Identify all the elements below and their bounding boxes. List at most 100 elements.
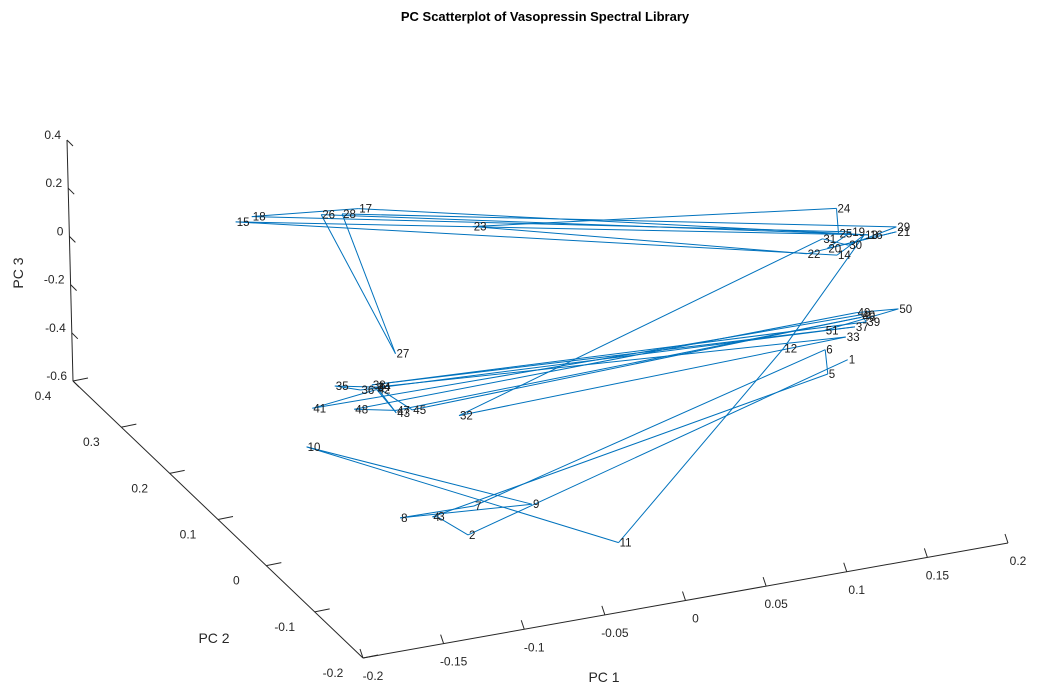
series-segment — [334, 385, 361, 391]
x-tick-mark — [762, 576, 767, 587]
point-label: 29 — [897, 222, 910, 234]
series-segment — [251, 208, 359, 218]
point-label: 28 — [343, 209, 356, 221]
x-tick-mark — [843, 562, 848, 572]
series-segment — [436, 516, 469, 536]
z-tick-label: -0.6 — [46, 369, 67, 383]
series-segment — [432, 373, 828, 518]
point-label: 6 — [826, 345, 832, 357]
point-label: 33 — [847, 332, 860, 344]
point-label: 37 — [856, 322, 869, 334]
series-segment — [306, 446, 619, 544]
x-tick-mark — [440, 634, 445, 644]
point-label: 14 — [838, 250, 851, 262]
y-tick-label: 0.2 — [131, 481, 148, 495]
x-tick-label: 0.05 — [764, 597, 788, 611]
point-label: 49 — [858, 308, 871, 320]
series-segment — [856, 308, 899, 314]
point-labels: 1234567891011121314151617181920212223242… — [237, 203, 912, 549]
x-tick-label: 0.15 — [926, 568, 950, 582]
point-label: 23 — [474, 222, 487, 234]
z-tick-label: -0.4 — [45, 321, 66, 335]
point-label: 45 — [413, 405, 426, 417]
y-tick-label: -0.2 — [323, 666, 344, 680]
series-segment — [312, 314, 862, 409]
series-segment — [827, 231, 852, 249]
x-axis-label: PC 1 — [588, 669, 619, 685]
series-segment — [458, 336, 846, 417]
series-segment — [251, 216, 852, 233]
point-label: 44 — [378, 382, 391, 394]
z-tick-label: 0.2 — [46, 176, 63, 190]
z-axis-line — [66, 139, 74, 382]
z-tick-mark — [70, 284, 77, 291]
series-segment — [836, 234, 865, 256]
series-segment — [473, 349, 826, 507]
y-tick-mark — [314, 608, 330, 613]
point-label: 34 — [378, 382, 391, 394]
y-tick-label: 0.3 — [83, 435, 100, 449]
z-tick-label: 0.4 — [44, 128, 61, 142]
y-axis: -0.2 -0.1 0 0.1 0.2 0.3 0.4 PC 2 — [35, 377, 379, 680]
x-tick-label: -0.2 — [363, 669, 384, 683]
point-label: 42 — [378, 385, 391, 397]
series-segment — [341, 213, 396, 354]
y-tick-mark — [121, 423, 137, 428]
series-segment — [396, 316, 862, 411]
point-label: 11 — [620, 538, 632, 550]
series-segment — [235, 221, 838, 256]
x-tick-mark — [682, 591, 686, 601]
point-label: 19 — [852, 227, 865, 239]
y-tick-label: 0.1 — [180, 528, 197, 542]
series-segment — [824, 349, 829, 375]
point-label: 7 — [475, 501, 481, 513]
y-tick-label: 0 — [233, 574, 240, 588]
point-label: 15 — [237, 217, 250, 229]
series-segment — [806, 231, 897, 255]
point-label: 9 — [533, 499, 539, 511]
point-label: 32 — [460, 411, 473, 423]
series-segment — [320, 214, 396, 354]
point-label: 8 — [401, 513, 407, 525]
z-tick-mark — [69, 236, 76, 243]
point-label: 21 — [897, 227, 910, 239]
series-segment — [321, 214, 839, 235]
point-label: 48 — [355, 404, 368, 416]
point-label: 30 — [849, 240, 862, 252]
point-label: 25 — [840, 229, 853, 241]
point-label: 16 — [870, 230, 883, 242]
series-segment — [354, 312, 857, 410]
series-segment — [334, 385, 377, 388]
series-segment — [836, 208, 839, 234]
z-tick-mark — [67, 187, 75, 195]
y-tick-label: 0.4 — [35, 389, 52, 403]
z-tick-mark — [66, 139, 74, 147]
point-label: 26 — [322, 210, 335, 222]
x-tick-mark — [1004, 533, 1009, 544]
series-segment — [400, 505, 475, 519]
point-label: 35 — [336, 381, 349, 393]
point-label: 13 — [865, 230, 878, 242]
series-segment — [472, 226, 807, 255]
point-label: 46 — [863, 312, 876, 324]
point-label: 51 — [826, 325, 839, 337]
y-tick-mark — [266, 562, 282, 567]
point-label: 22 — [808, 249, 821, 261]
series-segment — [354, 408, 397, 411]
series-segment — [824, 308, 899, 331]
x-tick-label: -0.15 — [440, 655, 468, 669]
series-segment — [371, 326, 855, 386]
point-label: 24 — [838, 203, 851, 215]
y-tick-mark — [72, 377, 89, 382]
y-axis-label: PC 2 — [198, 630, 229, 646]
point-label: 1 — [849, 355, 855, 367]
y-tick-label: -0.1 — [274, 620, 295, 634]
series-segment — [376, 386, 397, 414]
x-tick-mark — [359, 648, 364, 659]
point-label: 36 — [362, 385, 375, 397]
point-label: 47 — [397, 405, 410, 417]
point-label: 31 — [823, 234, 836, 246]
x-tick-label: -0.1 — [524, 640, 545, 654]
